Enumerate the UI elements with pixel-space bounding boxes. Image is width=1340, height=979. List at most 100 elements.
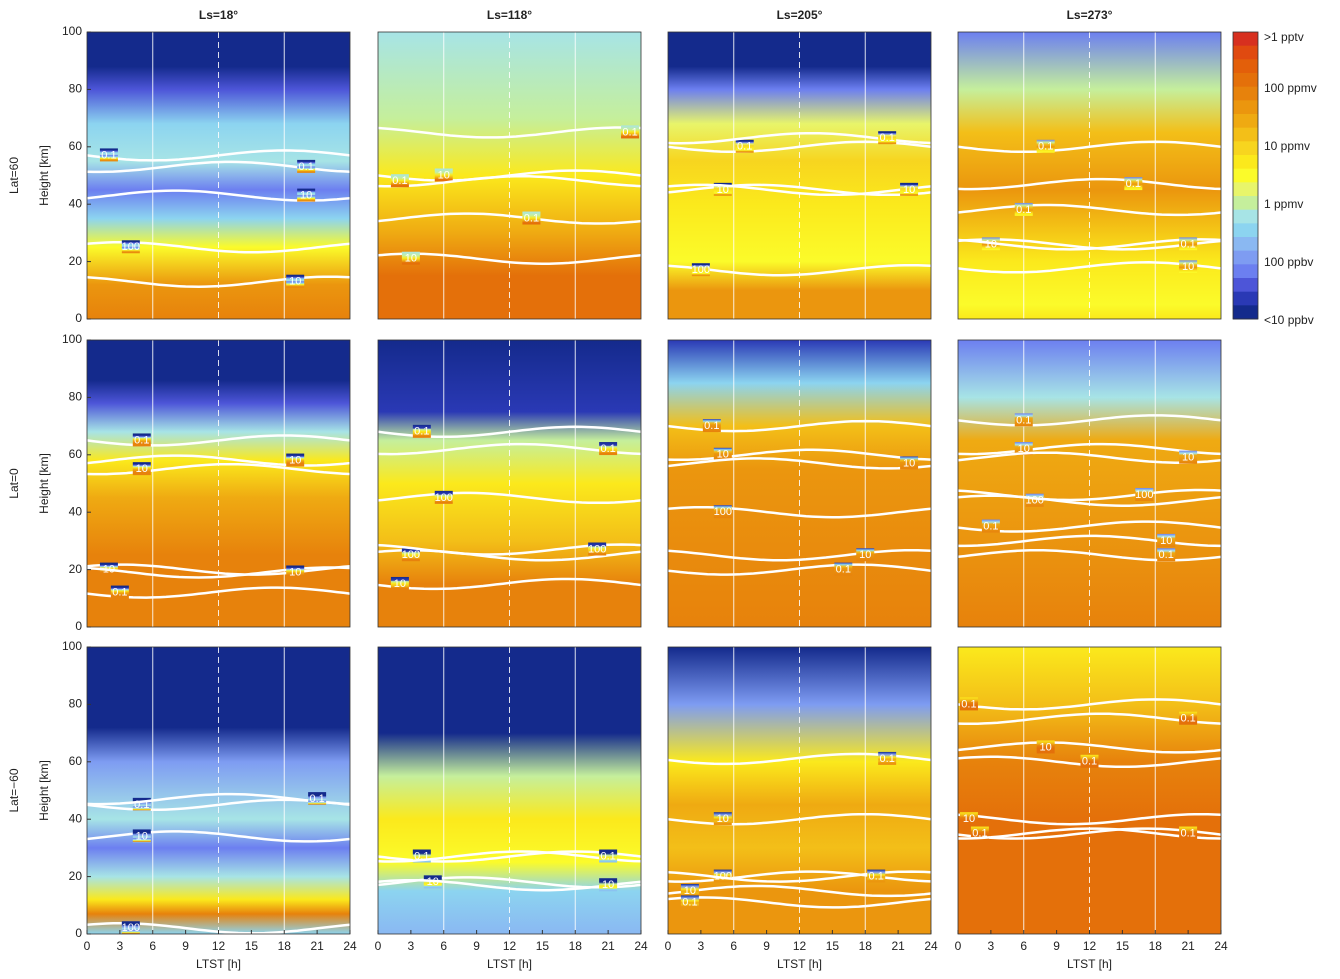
contour-label: 10 <box>394 578 406 590</box>
contour-line <box>87 275 350 288</box>
x-tick-label: 24 <box>343 939 357 953</box>
contour-line <box>87 462 350 476</box>
contour-label: 0.1 <box>880 753 895 765</box>
contour-label: 10 <box>1040 741 1052 753</box>
contour-label: 100 <box>402 549 420 561</box>
x-tick-label: 0 <box>375 939 382 953</box>
contour-line <box>87 454 350 467</box>
contour-label: 10 <box>405 253 417 265</box>
contour-line <box>668 870 931 883</box>
x-tick-label: 18 <box>569 939 583 953</box>
contour-label: 10 <box>963 813 975 825</box>
colorbar-label: >1 pptv <box>1264 30 1304 44</box>
x-tick-label: 18 <box>1149 939 1163 953</box>
y-tick-label: 20 <box>69 254 83 268</box>
x-axis-label: LTST [h] <box>196 957 241 971</box>
contour-label: 0.1 <box>1180 827 1195 839</box>
panel-frame <box>957 339 1222 628</box>
contour-label: 0.1 <box>737 141 752 153</box>
contour-line <box>378 174 641 188</box>
contour-line <box>958 812 1221 826</box>
contour-line <box>958 520 1221 533</box>
y-axis-label: Height [km] <box>37 453 51 514</box>
contour-line <box>958 698 1221 711</box>
panel: 0.1 0.1 10 0.1 10 0.1 0.1 0 3 6 9 12 15 18 21 24 LTST [h… <box>955 646 1228 971</box>
panel-frame <box>377 339 642 628</box>
colorbar-swatch <box>1233 127 1258 142</box>
contour-label: 100 <box>714 506 732 518</box>
contour-line <box>958 827 1221 840</box>
contour-line <box>958 414 1221 427</box>
contour-line <box>87 149 350 162</box>
x-tick-label: 21 <box>601 939 615 953</box>
contour-label: 10 <box>289 454 301 466</box>
contour-label: 0.1 <box>134 434 149 446</box>
x-tick-label: 21 <box>1181 939 1195 953</box>
x-tick-label: 21 <box>310 939 324 953</box>
contour-line <box>87 586 350 599</box>
contour-line <box>668 884 931 898</box>
x-tick-label: 0 <box>955 939 962 953</box>
colorbar-swatch <box>1233 73 1258 88</box>
contour-label: 0.1 <box>101 149 116 161</box>
y-tick-label: 0 <box>75 926 82 940</box>
contour-label: 0.1 <box>622 126 637 138</box>
x-tick-label: 21 <box>891 939 905 953</box>
y-tick-label: 20 <box>69 869 83 883</box>
x-tick-label: 12 <box>212 939 226 953</box>
contour-line <box>87 434 350 447</box>
colorbar-swatch <box>1233 196 1258 211</box>
colorbar-label: 100 ppbv <box>1264 255 1313 269</box>
colorbar-swatch <box>1233 250 1258 265</box>
colorbar-swatch <box>1233 209 1258 224</box>
contour-line <box>378 442 641 456</box>
y-tick-label: 80 <box>69 697 83 711</box>
contour-line <box>668 183 931 197</box>
contour-label: 0.1 <box>524 212 539 224</box>
x-tick-label: 0 <box>84 939 91 953</box>
contour-line <box>958 203 1221 217</box>
contour-label: 10 <box>903 184 915 196</box>
contour-label: 10 <box>289 276 301 288</box>
contour-label: 10 <box>602 879 614 891</box>
x-tick-label: 12 <box>1083 939 1097 953</box>
contour-line <box>668 549 931 562</box>
colorbar-swatch <box>1233 168 1258 183</box>
colorbar-swatch <box>1233 291 1258 306</box>
contour-label: 0.1 <box>414 426 429 438</box>
contour-line <box>378 577 641 591</box>
panel-title: Ls=18° <box>199 8 238 22</box>
contour-label: 0.1 <box>1159 549 1174 561</box>
contour-label: 10 <box>717 813 729 825</box>
x-tick-label: 15 <box>536 939 550 953</box>
x-tick-label: 12 <box>793 939 807 953</box>
contour-label: 100 <box>435 492 453 504</box>
contour-label: 0.1 <box>869 871 884 883</box>
y-tick-label: 40 <box>69 504 83 518</box>
colorbar-label: 1 ppmv <box>1264 197 1303 211</box>
contour-label: 0.1 <box>1126 178 1141 190</box>
contour-line <box>668 870 931 883</box>
contour-line <box>668 183 931 197</box>
y-axis-label: Height [km] <box>37 760 51 821</box>
colorbar-swatch <box>1233 155 1258 170</box>
panel-frame <box>377 31 642 320</box>
contour-line <box>958 741 1221 754</box>
contour-label: 0.1 <box>682 896 697 908</box>
colorbar-swatch <box>1233 45 1258 60</box>
contour-label: 10 <box>985 238 997 250</box>
contour-line <box>958 488 1221 502</box>
contour-line <box>87 830 350 843</box>
y-tick-label: 80 <box>69 82 83 96</box>
x-tick-label: 24 <box>1214 939 1228 953</box>
colorbar-label: 10 ppmv <box>1264 139 1310 153</box>
panel-frame <box>667 31 932 320</box>
x-tick-label: 15 <box>1116 939 1130 953</box>
y-tick-label: 80 <box>69 390 83 404</box>
